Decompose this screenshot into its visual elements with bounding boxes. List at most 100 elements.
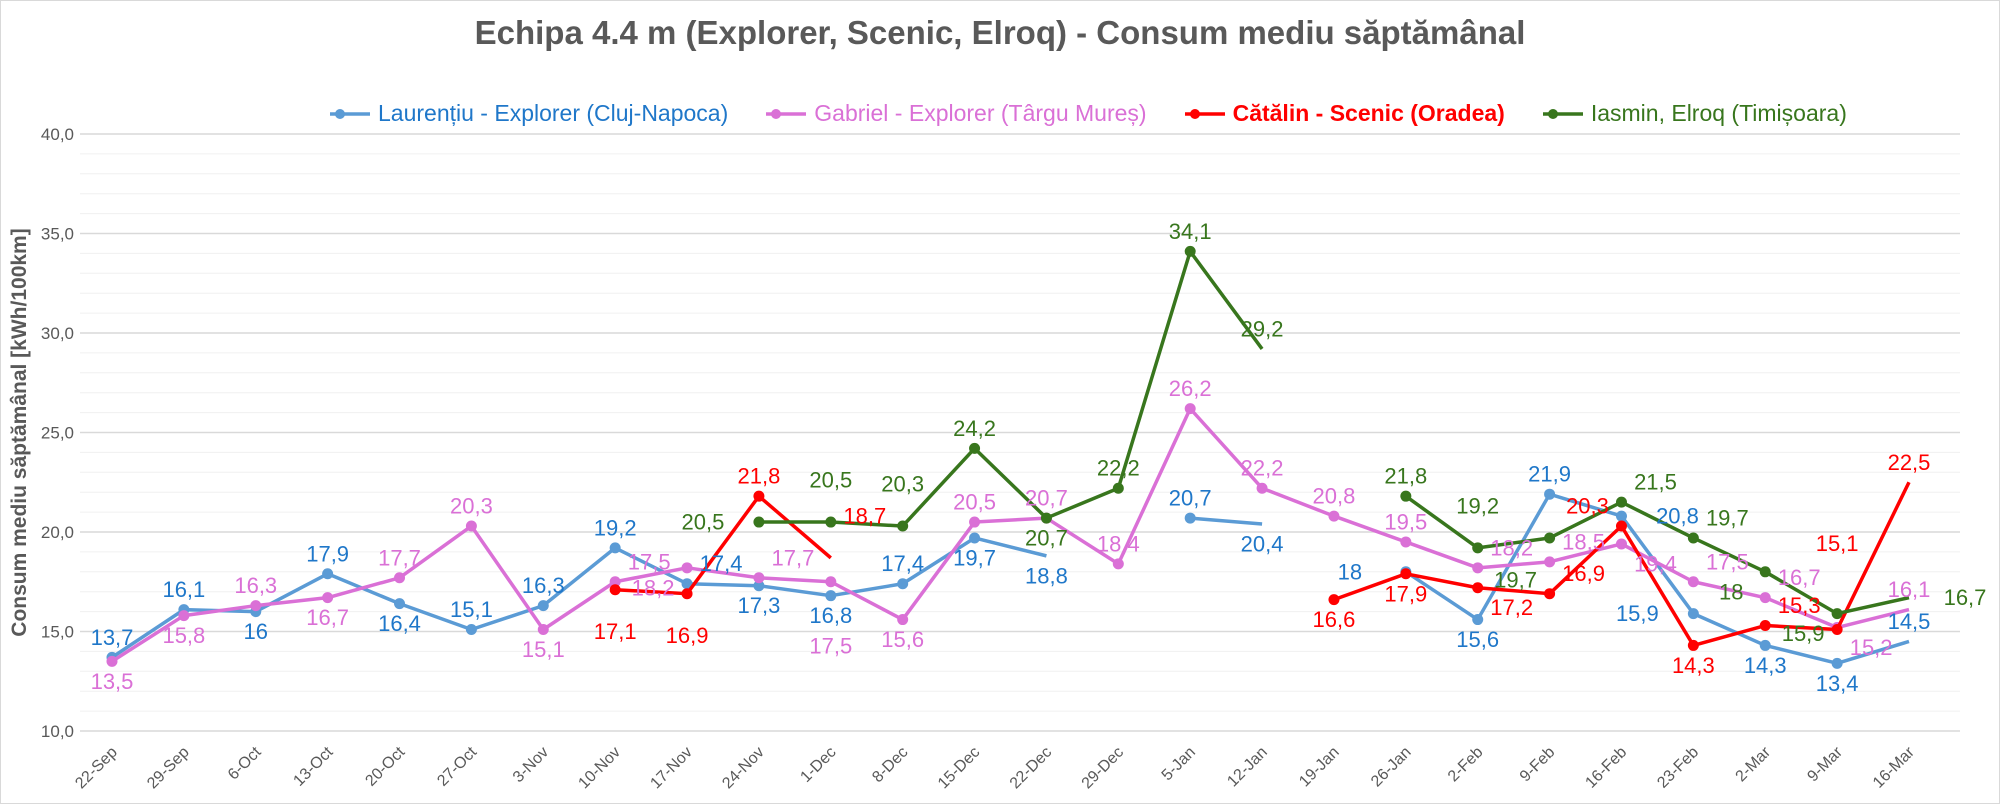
data-label: 15,6 <box>881 627 924 652</box>
data-point <box>1687 639 1699 651</box>
data-label: 20,3 <box>1566 494 1609 519</box>
data-label: 20,7 <box>1169 486 1212 511</box>
data-label: 19,5 <box>1384 509 1427 534</box>
data-label: 16,3 <box>522 573 565 598</box>
data-point <box>1472 542 1484 554</box>
data-label: 16,1 <box>1888 577 1931 602</box>
data-point <box>1615 510 1627 522</box>
data-point <box>1400 536 1412 548</box>
data-label: 17,1 <box>594 619 637 644</box>
x-tick-label: 29-Sep <box>144 744 193 793</box>
x-tick-label: 3-Nov <box>510 744 552 786</box>
data-label: 15,1 <box>522 637 565 662</box>
data-label: 17,3 <box>738 593 781 618</box>
data-label: 19,7 <box>953 545 996 570</box>
data-label: 16,9 <box>666 623 709 648</box>
data-label: 22,2 <box>1241 456 1284 481</box>
legend-label: Iasmin, Elroq (Timișoara) <box>1590 100 1847 126</box>
data-label: 17,4 <box>881 551 924 576</box>
data-point <box>1615 520 1627 532</box>
data-label: 13,7 <box>91 625 134 650</box>
data-point <box>1759 566 1771 578</box>
data-label: 20,3 <box>881 472 924 497</box>
data-label: 20,8 <box>1313 484 1356 509</box>
data-point <box>1831 608 1843 620</box>
y-tick-label: 15,0 <box>41 623 74 642</box>
x-tick-label: 1-Dec <box>797 744 839 786</box>
data-label: 18,7 <box>843 503 886 528</box>
legend-label: Cătălin - Scenic (Oradea) <box>1232 100 1505 126</box>
data-label: 19,2 <box>594 515 637 540</box>
data-label: 26,2 <box>1169 376 1212 401</box>
x-tick-label: 12-Jan <box>1224 744 1271 791</box>
data-point <box>1544 556 1556 568</box>
x-tick-label: 22-Dec <box>1007 744 1055 792</box>
x-tick-label: 9-Mar <box>1804 743 1846 785</box>
data-point <box>250 600 262 612</box>
data-point <box>1256 482 1268 494</box>
x-tick-label: 23-Feb <box>1654 744 1702 792</box>
data-label: 17,5 <box>809 633 852 658</box>
x-tick-label: 16-Mar <box>1870 743 1918 791</box>
data-point <box>1831 657 1843 669</box>
x-tick-label: 2-Mar <box>1733 743 1775 785</box>
data-label: 18 <box>1719 579 1743 604</box>
data-label: 21,8 <box>1384 464 1427 489</box>
data-label: 20,3 <box>450 494 493 519</box>
data-point <box>1615 496 1627 508</box>
data-label: 20,7 <box>1025 526 1068 551</box>
series-line <box>1404 492 1910 666</box>
data-point <box>753 572 765 584</box>
data-point <box>1759 620 1771 632</box>
data-label: 19,7 <box>1494 567 1537 592</box>
x-tick-label: 26-Jan <box>1368 744 1415 791</box>
data-point <box>322 568 334 580</box>
data-label: 18,2 <box>1490 535 1533 560</box>
data-point <box>897 614 909 626</box>
data-point <box>537 624 549 636</box>
data-label: 18 <box>1338 559 1362 584</box>
data-label: 16,7 <box>1778 565 1821 590</box>
data-point <box>1400 490 1412 502</box>
y-tick-label: 25,0 <box>41 424 74 443</box>
data-label: 19,7 <box>1706 505 1749 530</box>
legend-item: Cătălin - Scenic (Oradea) <box>1184 100 1505 127</box>
data-label: 21,5 <box>1634 470 1677 495</box>
data-label: 15,2 <box>1850 635 1893 660</box>
data-point <box>1759 592 1771 604</box>
data-label: 16,3 <box>234 573 277 598</box>
data-point <box>897 578 909 590</box>
data-label: 16,9 <box>1562 561 1605 586</box>
data-label: 16,6 <box>1313 607 1356 632</box>
data-point <box>1472 582 1484 594</box>
x-tick-label: 9-Feb <box>1517 744 1559 786</box>
data-point <box>1328 510 1340 522</box>
data-point <box>1544 588 1556 600</box>
data-label: 16,7 <box>306 605 349 630</box>
data-point <box>681 588 693 600</box>
data-point <box>1687 576 1699 588</box>
data-point <box>1472 562 1484 574</box>
data-label: 15,1 <box>450 597 493 622</box>
data-label: 15,8 <box>162 623 205 648</box>
data-label: 16,1 <box>162 577 205 602</box>
data-label: 16,4 <box>378 611 421 636</box>
data-point <box>897 520 909 532</box>
legend-marker-icon <box>766 108 807 119</box>
chart-title: Echipa 4.4 m (Explorer, Scenic, Elroq) -… <box>474 14 1526 51</box>
data-label: 15,1 <box>1816 531 1859 556</box>
data-label: 20,4 <box>1241 532 1284 557</box>
data-point <box>1184 245 1196 257</box>
data-label: 20,8 <box>1656 504 1699 529</box>
y-tick-label: 35,0 <box>41 225 74 244</box>
data-point <box>1040 512 1052 524</box>
data-point <box>1112 558 1124 570</box>
x-tick-label: 27-Oct <box>434 743 480 789</box>
data-point <box>322 592 334 604</box>
y-tick-label: 10,0 <box>41 722 74 741</box>
y-axis-title: Consum mediu săptămânal [kWh/100km] <box>8 228 31 636</box>
data-point <box>537 600 549 612</box>
data-label: 34,1 <box>1169 219 1212 244</box>
data-point <box>825 516 837 528</box>
